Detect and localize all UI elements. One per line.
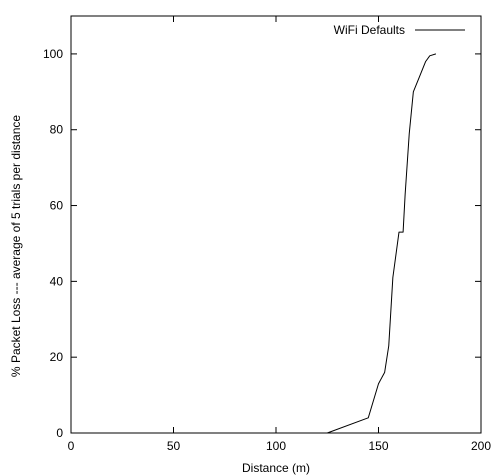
y-tick-label: 80 (50, 123, 64, 137)
y-axis-label: % Packet Loss --- average of 5 trials pe… (9, 115, 23, 377)
x-tick-label: 50 (167, 439, 181, 453)
y-tick-label: 20 (50, 350, 64, 364)
x-axis-label: Distance (m) (242, 461, 310, 475)
y-tick-label: 0 (56, 426, 63, 440)
x-tick-label: 0 (68, 439, 75, 453)
axis-ticks-layer: 0 50 100 150 200 0 20 40 60 80 100 (43, 16, 491, 453)
series-layer (327, 53, 437, 434)
y-tick-label: 40 (50, 274, 64, 288)
x-tick-label: 150 (368, 439, 388, 453)
y-tick-label: 100 (43, 47, 63, 61)
y-tick-label: 60 (50, 199, 64, 213)
x-tick-label: 200 (471, 439, 491, 453)
legend: WiFi Defaults (334, 23, 465, 37)
x-tick-label: 100 (266, 439, 286, 453)
legend-entry-label: WiFi Defaults (334, 23, 405, 37)
plot-frame-layer (70, 15, 482, 434)
plot-border (70, 15, 482, 434)
series-line-wifi-defaults (327, 53, 437, 434)
